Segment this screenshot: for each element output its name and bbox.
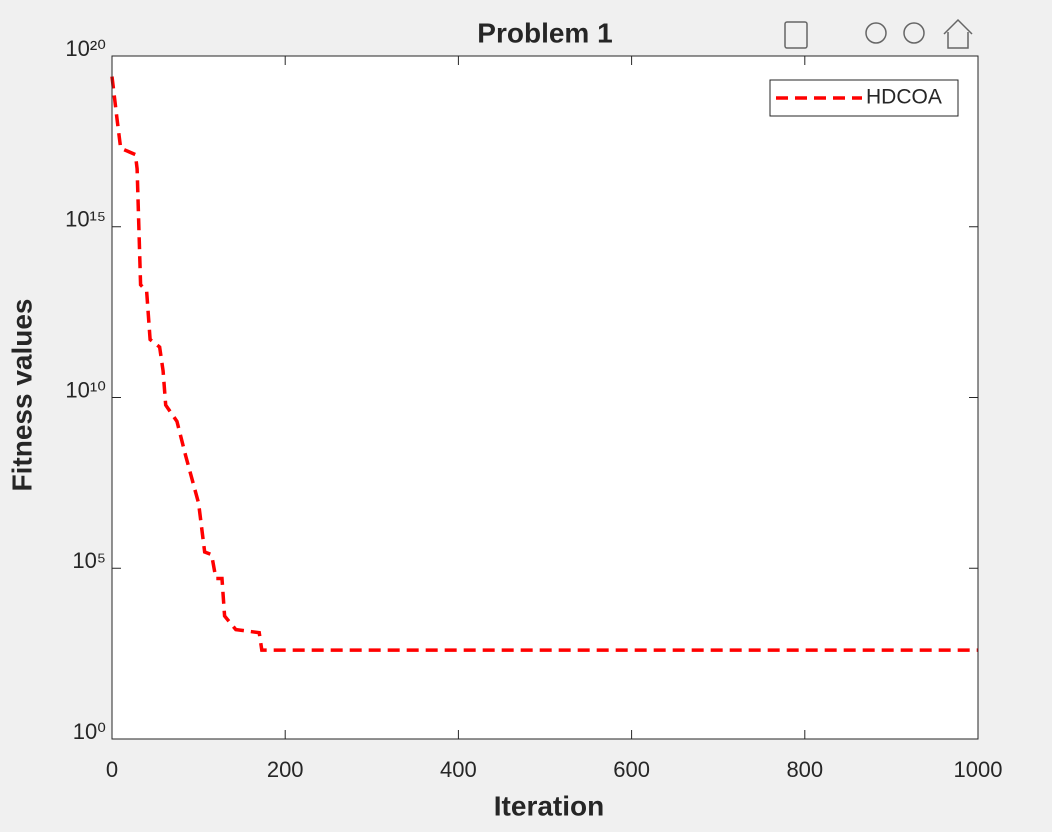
- data-line: [110, 76, 978, 652]
- x-tick-label: 1000: [954, 757, 1003, 782]
- x-axis-label: Iteration: [494, 790, 604, 821]
- toolbar-icon[interactable]: [903, 22, 925, 44]
- x-tick-label: 600: [613, 757, 650, 782]
- legend-box: [769, 79, 959, 117]
- x-tick-label: 200: [267, 757, 304, 782]
- y-tick-label: 10²⁰: [65, 36, 106, 61]
- x-tick-label: 800: [786, 757, 823, 782]
- y-axis-label: Fitness values: [6, 299, 37, 492]
- toolbar-icon[interactable]: [865, 22, 887, 44]
- legend-label: HDCOA: [866, 86, 942, 109]
- chart-title: Problem 1: [477, 17, 612, 48]
- legend: HDCOA: [769, 79, 959, 117]
- x-tick-label: 0: [106, 757, 118, 782]
- y-tick-label: 10⁰: [73, 719, 106, 744]
- y-tick-label: 10⁵: [72, 548, 106, 573]
- toolbar-icon[interactable]: [943, 18, 973, 49]
- x-tick-label: 400: [440, 757, 477, 782]
- y-tick-label: 10¹⁰: [65, 377, 106, 402]
- plot-border: [111, 55, 979, 740]
- toolbar[interactable]: [784, 18, 973, 49]
- y-tick-label: 10¹⁵: [65, 207, 106, 232]
- plot-area: [112, 56, 978, 739]
- toolbar-icon[interactable]: [784, 21, 808, 49]
